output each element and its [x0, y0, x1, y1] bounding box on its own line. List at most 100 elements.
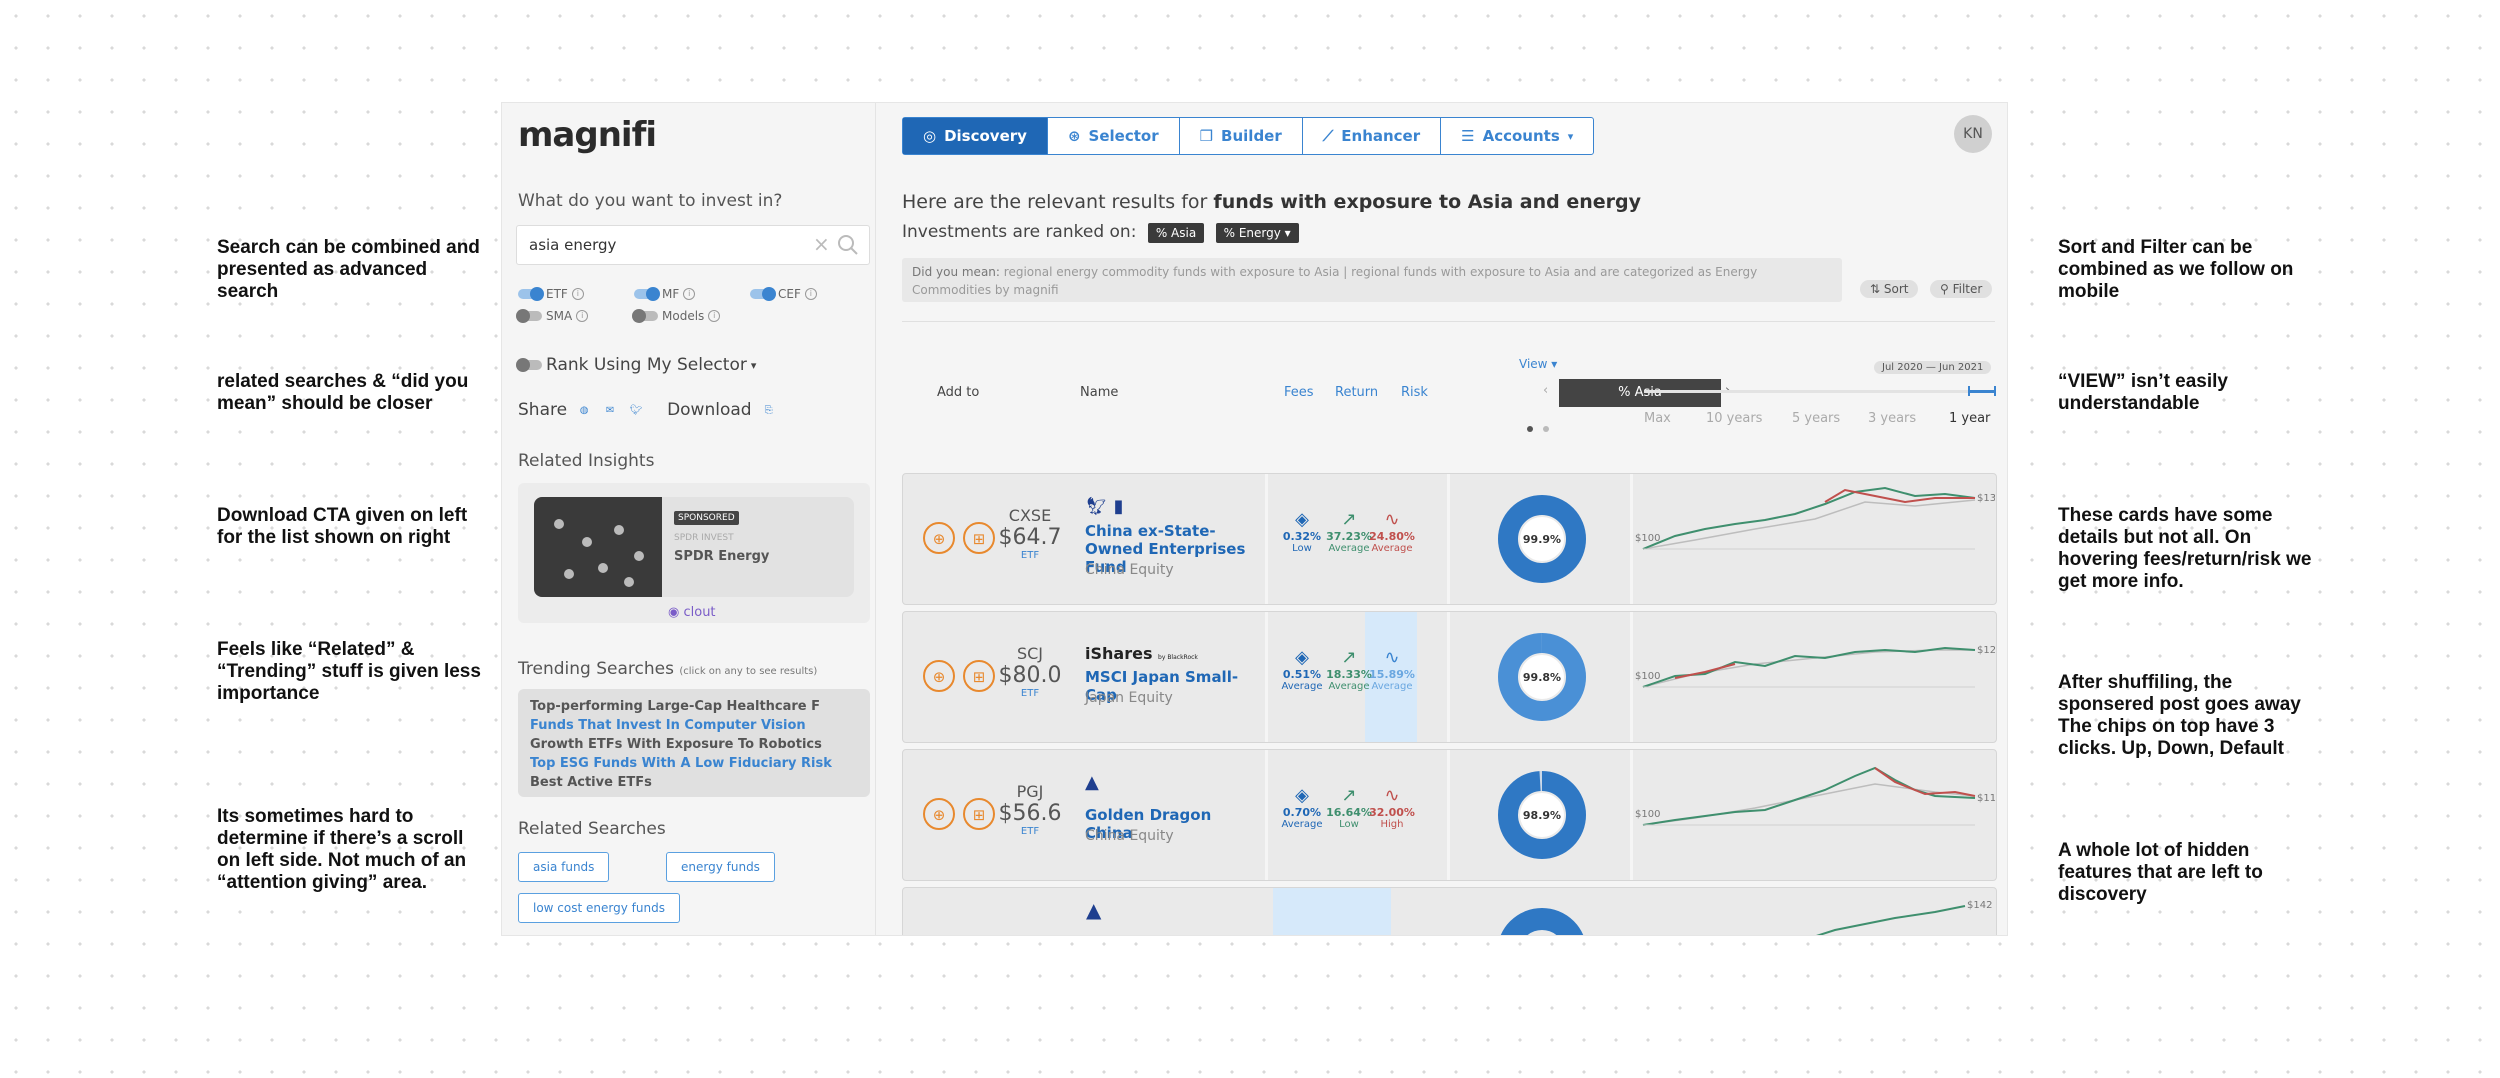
add-to-portfolio-icon[interactable]: ⊞	[963, 660, 995, 692]
return-metric[interactable]: ↗ 18.33% Average	[1326, 647, 1372, 693]
fund-line	[1642, 646, 1976, 688]
trending-item[interactable]: Best Active ETFs	[530, 775, 652, 790]
period-5y[interactable]: 5 years	[1792, 411, 1841, 426]
did-you-mean: Did you mean: regional energy commodity …	[902, 258, 1842, 302]
fund-card[interactable]: ⊕ ⊞ SCJ $80.0 ETF iShares by BlackRock M…	[902, 611, 1997, 743]
divider	[1630, 474, 1633, 604]
end-value-label: $121	[1977, 645, 1995, 656]
rank-chip-energy[interactable]: % Energy ▾	[1215, 223, 1299, 243]
fees-metric[interactable]: ◈ 0.70% Average	[1278, 786, 1326, 831]
drawdown-line	[1824, 488, 1975, 504]
tab-selector[interactable]: ⊛ Selector	[1048, 118, 1180, 154]
fund-name[interactable]: MSCI Japan Small-Cap	[1085, 668, 1239, 704]
timeline-handle[interactable]	[1968, 386, 1996, 396]
related-search-chip[interactable]: asia funds	[518, 852, 610, 882]
divider	[1630, 750, 1633, 880]
pager-dot[interactable]	[1543, 426, 1549, 432]
fees-metric[interactable]: ◈ 0.51% Average	[1278, 648, 1326, 693]
sort-button[interactable]: ⇅ Sort	[1860, 280, 1919, 298]
fund-category: Japan Equity	[1085, 690, 1173, 706]
risk-metric[interactable]: ∿ 24.80% Average	[1369, 509, 1415, 555]
trending-item[interactable]: Top ESG Funds With A Low Fiduciary Risk	[530, 756, 832, 771]
performance-sparkline: $100 $136	[1635, 486, 1995, 550]
risk-metric[interactable]: ∿ 15.89% Average	[1369, 647, 1415, 693]
download-label[interactable]: Download	[667, 400, 752, 420]
magnifi-logo[interactable]: magnifi	[518, 115, 657, 155]
fund-card[interactable]: ⊕ ⊞ CXSE $64.7 ETF 🦅︎ ▮ China ex-State-O…	[902, 473, 1997, 605]
risk-metric[interactable]: ∿ 32.00% High	[1369, 785, 1415, 831]
filter-cef[interactable]: CEF i	[750, 287, 817, 301]
performance-sparkline: $100 $117	[1635, 766, 1995, 826]
tab-discovery[interactable]: ◎ Discovery	[903, 118, 1048, 154]
info-icon[interactable]: i	[708, 310, 721, 322]
filter-models[interactable]: Models i	[632, 309, 721, 323]
annotation-hidden: A whole lot of hidden features that are …	[2058, 840, 2263, 905]
tab-accounts[interactable]: ☰ Accounts ▾	[1461, 127, 1574, 145]
add-to-portfolio-icon[interactable]: ⊞	[963, 798, 995, 830]
download-icon[interactable]: ⎘	[764, 404, 773, 416]
trending-item[interactable]: Top-performing Large-Cap Healthcare F	[530, 699, 821, 714]
fund-card[interactable]: ▲ $142	[902, 887, 1997, 935]
fund-name[interactable]: Golden Dragon China	[1085, 806, 1212, 842]
period-3y[interactable]: 3 years	[1868, 411, 1917, 426]
divider	[1265, 474, 1268, 604]
info-icon[interactable]: i	[576, 310, 589, 322]
avatar[interactable]: KN	[1954, 115, 1992, 153]
filter-label: CEF	[778, 287, 801, 301]
pager-dot[interactable]	[1527, 426, 1533, 432]
trending-item[interactable]: Funds That Invest In Computer Vision	[530, 718, 806, 733]
start-value-label: $100	[1635, 533, 1660, 544]
col-fees[interactable]: Fees	[1284, 385, 1314, 400]
chevron-down-icon: ▾	[1567, 129, 1574, 143]
add-to-portfolio-icon[interactable]: ⊞	[963, 522, 995, 554]
period-10y[interactable]: 10 years	[1706, 411, 1763, 426]
col-return[interactable]: Return	[1335, 385, 1379, 400]
benchmark-line	[1642, 649, 1975, 688]
insight-card[interactable]: SPONSORED SPDR INVEST SPDR Energy ◉ clou…	[518, 483, 870, 623]
tab-enhancer[interactable]: ⟋ Enhancer	[1303, 118, 1442, 154]
price: $56.6	[998, 801, 1062, 826]
filter-button[interactable]: ⚲ Filter	[1930, 280, 1993, 298]
trending-item[interactable]: Growth ETFs With Exposure To Robotics	[530, 737, 822, 752]
info-icon[interactable]: i	[571, 288, 584, 300]
return-metric[interactable]: ↗ 16.64% Low	[1326, 785, 1372, 831]
divider	[1265, 750, 1268, 880]
related-search-chip[interactable]: low cost energy funds	[518, 893, 680, 923]
cart-icon[interactable]: ⊕	[923, 798, 955, 830]
cart-icon[interactable]: ⊕	[923, 522, 955, 554]
search-icon[interactable]	[837, 234, 859, 256]
did-you-mean-suggestions[interactable]: regional energy commodity funds with exp…	[912, 265, 1758, 297]
annotation-sort-filter: Sort and Filter can be combined as we fo…	[2058, 237, 2294, 302]
filter-label: ETF	[546, 287, 568, 301]
clear-icon[interactable]: ×	[813, 232, 830, 256]
period-max[interactable]: Max	[1644, 411, 1671, 426]
return-metric[interactable]: ↗ 37.23% Average	[1326, 509, 1372, 555]
performance-sparkline: $142	[1816, 900, 1992, 935]
twitter-icon[interactable]: 🐦︎	[629, 404, 643, 416]
filter-mf[interactable]: MF i	[634, 287, 696, 301]
filter-sma[interactable]: SMA i	[516, 309, 589, 323]
fees-metric[interactable]: ◈ 0.32% Low	[1278, 510, 1326, 555]
col-risk[interactable]: Risk	[1401, 385, 1428, 400]
view-dropdown[interactable]: View ▾	[1519, 357, 1558, 371]
fund-card[interactable]: ⊕ ⊞ PGJ $56.6 ETF ▲ Golden Dragon China …	[902, 749, 1997, 881]
filter-label: MF	[662, 287, 680, 301]
filter-etf[interactable]: ETF i	[518, 287, 584, 301]
view-value[interactable]: % Asia	[1559, 379, 1721, 407]
rank-chip-asia[interactable]: % Asia	[1147, 223, 1205, 243]
globe-icon[interactable]: ◍	[579, 404, 589, 416]
cart-icon[interactable]: ⊕	[923, 660, 955, 692]
related-search-chip[interactable]: energy funds	[666, 852, 775, 882]
price: $64.7	[998, 525, 1062, 550]
tab-builder[interactable]: ❒ Builder	[1180, 118, 1303, 154]
mail-icon[interactable]: ✉	[605, 404, 615, 416]
info-icon[interactable]: i	[683, 288, 696, 300]
timeline-track	[1644, 390, 1982, 393]
rank-selector-toggle[interactable]: Rank Using My Selector ▾	[516, 355, 756, 375]
chart-icon: ↗	[1341, 509, 1357, 530]
fund-name[interactable]: China ex-State-Owned Enterprises Fund	[1085, 522, 1246, 576]
search-input[interactable]	[527, 235, 811, 255]
period-1y[interactable]: 1 year	[1949, 411, 1991, 426]
view-prev-icon[interactable]: ‹	[1543, 383, 1549, 398]
info-icon[interactable]: i	[804, 288, 817, 300]
